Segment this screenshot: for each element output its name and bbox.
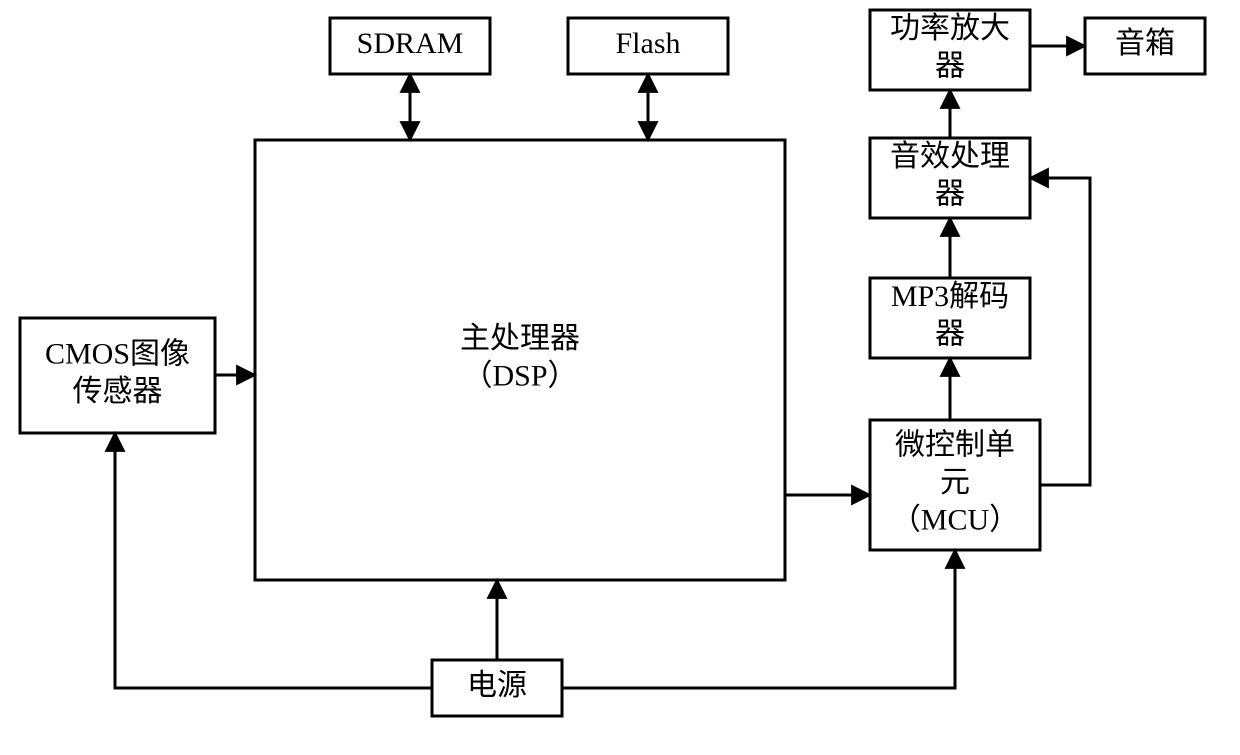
node-speaker: 音箱: [1085, 18, 1205, 74]
node-cmos-label-0: CMOS图像: [45, 338, 190, 371]
node-sfx-label-0: 音效处理: [890, 140, 1010, 173]
node-sdram-label-0: SDRAM: [357, 27, 464, 60]
edge-power-cmos: [115, 433, 432, 688]
node-mcu: 微控制单元 （MCU）: [870, 420, 1040, 550]
node-mcu-label-1: 元: [940, 466, 970, 499]
node-dsp: 主处理器 （DSP）: [255, 140, 785, 580]
node-amp-label-0: 功率放大: [890, 12, 1010, 45]
node-mp3-label-1: 器: [935, 318, 965, 351]
node-flash: Flash: [568, 18, 728, 74]
node-mcu-label-0: 微控制单: [895, 428, 1015, 461]
node-mp3-label-0: MP3解码: [891, 280, 1009, 313]
node-sfx-label-1: 器: [935, 178, 965, 211]
node-mp3: MP3解码器: [870, 278, 1030, 358]
edge-power-mcu: [562, 550, 955, 688]
node-speaker-label-0: 音箱: [1115, 27, 1175, 60]
node-power-label-0: 电源: [467, 669, 527, 702]
node-cmos: CMOS图像传感器: [20, 318, 215, 433]
node-mcu-label-2: （MCU）: [891, 503, 1019, 536]
node-flash-label-0: Flash: [615, 27, 680, 60]
node-amp-label-1: 器: [935, 50, 965, 83]
node-dsp-label-1: （DSP）: [462, 360, 577, 393]
node-cmos-label-1: 传感器: [73, 375, 163, 408]
node-amp: 功率放大器: [870, 10, 1030, 90]
node-sfx: 音效处理器: [870, 138, 1030, 218]
node-dsp-label-0: 主处理器: [460, 322, 580, 355]
node-power: 电源: [432, 660, 562, 716]
node-sdram: SDRAM: [330, 18, 490, 74]
